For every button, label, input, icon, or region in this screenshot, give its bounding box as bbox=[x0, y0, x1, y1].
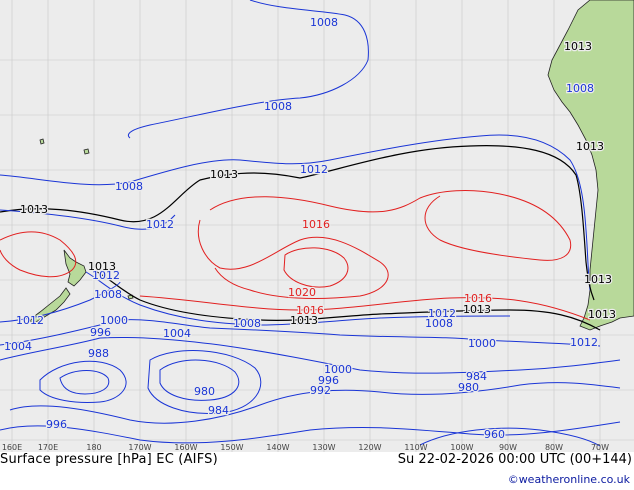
isobar-label: 996 bbox=[90, 326, 111, 339]
isobar-label: 996 bbox=[46, 418, 67, 431]
isobar-label: 1004 bbox=[163, 327, 191, 340]
isobar-label: 1020 bbox=[288, 286, 316, 299]
isobar-label: 1008 bbox=[310, 16, 338, 29]
ocean-background bbox=[0, 0, 634, 452]
isobar-label: 1012 bbox=[92, 269, 120, 282]
longitude-tick-label: 110W bbox=[404, 443, 427, 452]
isobar-label: 1013 bbox=[584, 273, 612, 286]
longitude-tick-label: 170W bbox=[128, 443, 151, 452]
isobar-line bbox=[0, 319, 601, 347]
isobar-label: 984 bbox=[208, 404, 229, 417]
isobar-line bbox=[0, 281, 121, 323]
isobar-label: 1013 bbox=[290, 314, 318, 327]
isobar-line bbox=[89, 267, 601, 331]
longitude-tick-label: 80W bbox=[545, 443, 563, 452]
longitude-tick-label: 160W bbox=[174, 443, 197, 452]
longitude-tick-label: 70W bbox=[591, 443, 609, 452]
isobar-line bbox=[283, 247, 349, 288]
isobar-label: 1004 bbox=[4, 340, 32, 353]
isobar-label: 992 bbox=[310, 384, 331, 397]
isobar-label: 1016 bbox=[302, 218, 330, 231]
kermadec-islands bbox=[39, 138, 45, 145]
isobar-label: 1016 bbox=[464, 292, 492, 305]
isobar-label: 1008 bbox=[264, 100, 292, 113]
isobar-label: 1013 bbox=[20, 203, 48, 216]
isobar-label: 1008 bbox=[233, 317, 261, 330]
isobar-label: 1000 bbox=[324, 363, 352, 376]
longitude-tick-label: 170E bbox=[38, 443, 58, 452]
longitude-tick-label: 150W bbox=[220, 443, 243, 452]
isobar-line bbox=[59, 370, 110, 395]
isobar-label: 1012 bbox=[300, 163, 328, 176]
isobar-label: 1000 bbox=[100, 314, 128, 327]
isobar-label: 1013 bbox=[564, 40, 592, 53]
isobar-label: 1012 bbox=[428, 307, 456, 320]
isobar-line bbox=[127, 0, 369, 139]
isobar-label: 1013 bbox=[576, 140, 604, 153]
isobar-label: 1012 bbox=[146, 218, 174, 231]
isobar-label: 984 bbox=[466, 370, 487, 383]
isobar-label: 1013 bbox=[463, 303, 491, 316]
isobar-label: 1012 bbox=[570, 336, 598, 349]
isobar-line bbox=[9, 382, 621, 424]
isobar-label: 980 bbox=[458, 381, 479, 394]
longitude-tick-label: 180 bbox=[86, 443, 101, 452]
new-zealand-north-island bbox=[63, 249, 87, 287]
isobar-line bbox=[39, 360, 127, 403]
map-canvas: 1008100810081012101210131013101610201016… bbox=[0, 0, 634, 452]
landmasses bbox=[29, 0, 634, 331]
isobar-line bbox=[85, 271, 511, 326]
isobar-line bbox=[0, 421, 621, 444]
isobar-label: 1013 bbox=[88, 260, 116, 273]
isobar-label: 1008 bbox=[566, 82, 594, 95]
isobars bbox=[0, 0, 621, 447]
longitude-tick-label: 160E bbox=[2, 443, 22, 452]
south-america-coast bbox=[547, 0, 634, 331]
longitude-tick-label: 120W bbox=[358, 443, 381, 452]
isobar-label: 1016 bbox=[296, 304, 324, 317]
longitude-tick-label: 100W bbox=[450, 443, 473, 452]
isobar-line bbox=[0, 336, 621, 374]
isobar-label: 1000 bbox=[468, 337, 496, 350]
isobar-label: 1012 bbox=[16, 314, 44, 327]
isobar-label: 980 bbox=[194, 385, 215, 398]
isobar-line bbox=[197, 219, 389, 299]
valid-time: Su 22-02-2026 00:00 UTC (00+144) bbox=[397, 452, 632, 467]
isobar-line bbox=[419, 427, 601, 447]
isobar-line bbox=[159, 359, 240, 401]
isobar-line bbox=[139, 295, 591, 321]
isobar-label: 1008 bbox=[115, 180, 143, 193]
chart-title: Surface pressure [hPa] EC (AIFS) bbox=[0, 452, 218, 467]
isobar-labels: 1008100810081012101210131013101610201016… bbox=[3, 15, 618, 443]
isobar-label: 960 bbox=[484, 428, 505, 441]
credit-link[interactable]: ©weatheronline.co.uk bbox=[507, 473, 630, 486]
isobar-line bbox=[0, 134, 591, 291]
isobar-label: 988 bbox=[88, 347, 109, 360]
longitude-tick-label: 90W bbox=[499, 443, 517, 452]
longitude-tick-label: 130W bbox=[312, 443, 335, 452]
fiji-islands bbox=[83, 148, 90, 155]
isobar-line bbox=[0, 209, 176, 230]
isobar-label: 1013 bbox=[588, 308, 616, 321]
new-zealand-south-island bbox=[29, 287, 71, 323]
longitude-ticks: 160E 170E 180 170W 160W 150W 140W 130W 120W 110W 1… bbox=[2, 443, 609, 452]
isobar-line bbox=[209, 190, 572, 261]
isobar-label: 996 bbox=[318, 374, 339, 387]
isobar-label: 1008 bbox=[94, 288, 122, 301]
isobar-label: 1008 bbox=[425, 317, 453, 330]
isobar-line bbox=[0, 145, 595, 301]
isobar-line bbox=[147, 350, 262, 414]
isobar-label: 1013 bbox=[210, 168, 238, 181]
longitude-tick-label: 140W bbox=[266, 443, 289, 452]
isobar-line bbox=[0, 231, 77, 278]
